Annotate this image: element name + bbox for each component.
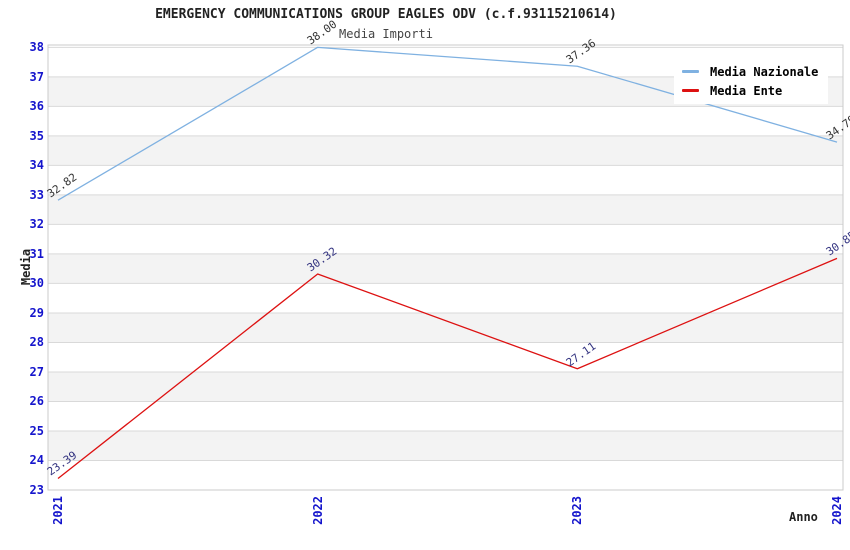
y-tick-label: 26 [29,394,44,409]
y-tick-label: 32 [29,217,44,232]
y-tick-label: 23 [29,483,44,497]
y-tick-label: 28 [29,335,44,350]
x-axis-title: Anno [789,510,818,524]
legend-label: Media Ente [710,83,783,98]
y-tick-label: 34 [29,158,44,173]
y-tick-label: 31 [29,246,44,261]
x-tick-label: 2022 [310,496,325,525]
y-tick-label: 38 [29,40,44,55]
y-tick-label: 29 [29,305,44,320]
plot-border [47,44,844,491]
plot-band [48,342,843,372]
y-tick-label: 33 [29,187,44,202]
legend-label: Media Nazionale [710,64,819,79]
y-tick-label: 25 [29,423,44,438]
y-tick-label: 37 [29,69,44,84]
plot-band [48,135,843,166]
y-tick-label: 24 [29,453,44,468]
y-tick-label: 35 [29,128,44,143]
legend-item-media-nazionale: Media Nazionale [682,62,818,81]
chart-subtitle: Media Importi [339,27,433,41]
chart-title: EMERGENCY COMMUNICATIONS GROUP EAGLES OD… [155,7,617,22]
legend: Media Nazionale Media Ente [674,58,829,104]
x-tick-label: 2023 [570,496,585,525]
y-tick-label: 36 [29,99,44,114]
plot-band [48,165,843,195]
series-line-media-ente [57,257,838,480]
legend-swatch-red [682,89,699,92]
y-tick-label: 27 [29,364,44,379]
plot-band [48,371,843,402]
plot-band [48,194,843,225]
plot-band [48,312,843,343]
series-line-media-nazionale [57,46,838,201]
plot-band [48,106,843,136]
plot-band [48,430,843,461]
plot-band [48,224,843,254]
legend-swatch-blue [682,70,699,73]
plot-band [48,283,843,313]
plot-band [48,253,843,284]
legend-item-media-ente: Media Ente [682,81,818,100]
x-tick-label: 2024 [830,496,844,525]
plot-band [48,401,843,431]
plot-band [48,460,843,490]
y-tick-label: 30 [29,276,44,291]
x-tick-label: 2021 [51,496,65,525]
